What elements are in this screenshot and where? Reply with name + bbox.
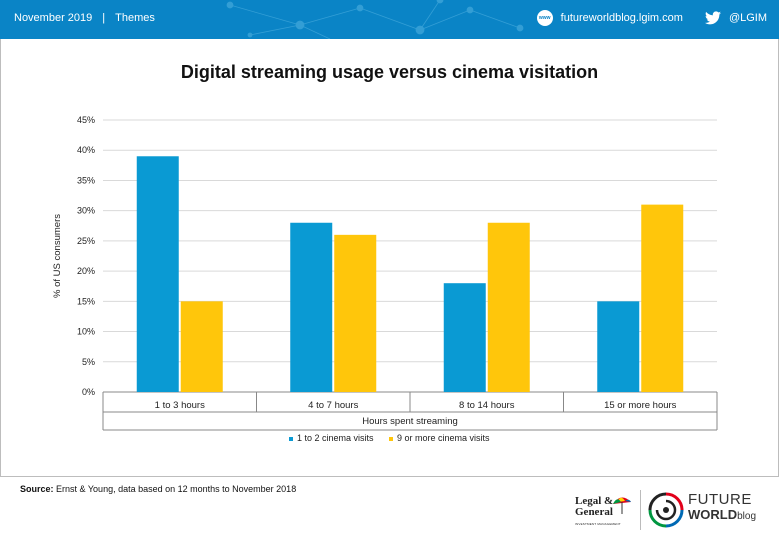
y-tick-label: 5% xyxy=(82,357,95,367)
legend-swatch xyxy=(289,437,293,441)
bar xyxy=(290,222,333,392)
legend-swatch xyxy=(389,437,393,441)
lg-logo-line1: Legal & xyxy=(575,495,614,507)
chart-title: Digital streaming usage versus cinema vi… xyxy=(180,62,599,82)
bar xyxy=(136,156,179,392)
www-icon: www xyxy=(536,10,553,26)
network-pattern xyxy=(226,0,524,39)
x-tick-label: 8 to 14 hours xyxy=(459,400,515,411)
bar xyxy=(180,301,223,392)
y-tick-label: 45% xyxy=(77,115,95,125)
bar-chart: 0% 5% 10% 15% 20% 25% 30% 35% 40% 45% 1 to 3 hours… xyxy=(52,115,718,443)
source-label: Source: xyxy=(20,484,54,494)
y-tick-label: 25% xyxy=(77,236,95,246)
fw-logo-suffix: blog xyxy=(737,511,757,522)
logo-divider xyxy=(640,490,641,530)
y-tick-label: 0% xyxy=(82,387,95,397)
y-tick-label: 35% xyxy=(77,175,95,185)
lg-logo-line2: General xyxy=(575,506,613,518)
header-section[interactable]: Themes xyxy=(115,12,155,24)
legend-label: 1 to 2 cinema visits xyxy=(297,433,374,443)
x-tick-label: 1 to 3 hours xyxy=(155,400,205,411)
fw-logo-line2: WORLD xyxy=(688,507,738,522)
y-tick-label: 20% xyxy=(77,266,95,276)
bar xyxy=(487,222,530,392)
legend-label: 9 or more cinema visits xyxy=(397,433,490,443)
source-note: Source: Ernst & Young, data based on 12 … xyxy=(20,484,296,494)
header-bar: November 2019 | Themes www futureworldbl… xyxy=(0,0,779,39)
legal-general-logo: Legal & General xyxy=(575,496,613,518)
y-axis-label: % of US consumers xyxy=(52,214,63,298)
y-tick-label: 15% xyxy=(77,296,95,306)
x-tick-label: 4 to 7 hours xyxy=(308,400,358,411)
future-world-icon xyxy=(648,492,684,528)
y-tick-label: 40% xyxy=(77,145,95,155)
header-twitter-handle[interactable]: @LGIM xyxy=(728,12,767,24)
twitter-icon[interactable] xyxy=(704,11,721,25)
legal-general-umbrella-icon xyxy=(613,497,631,514)
fw-logo-line1: FUTURE xyxy=(688,491,752,508)
x-tick-label: 15 or more hours xyxy=(604,400,677,411)
header-website-link[interactable]: futureworldblog.lgim.com xyxy=(560,12,683,24)
bar xyxy=(597,301,640,392)
x-axis-label: Hours spent streaming xyxy=(362,416,458,427)
footer-divider xyxy=(0,476,779,477)
header-separator: | xyxy=(102,12,106,24)
bar xyxy=(641,204,684,392)
lg-logo-sub: INVESTMENT MANAGEMENT xyxy=(575,522,621,526)
header-date: November 2019 xyxy=(14,12,93,24)
y-tick-label: 10% xyxy=(77,327,95,337)
future-world-logo: FUTURE WORLDblog xyxy=(688,492,756,524)
y-tick-label: 30% xyxy=(77,206,95,216)
source-text: Ernst & Young, data based on 12 months t… xyxy=(56,484,297,494)
bar xyxy=(334,234,377,392)
bar xyxy=(443,283,486,392)
